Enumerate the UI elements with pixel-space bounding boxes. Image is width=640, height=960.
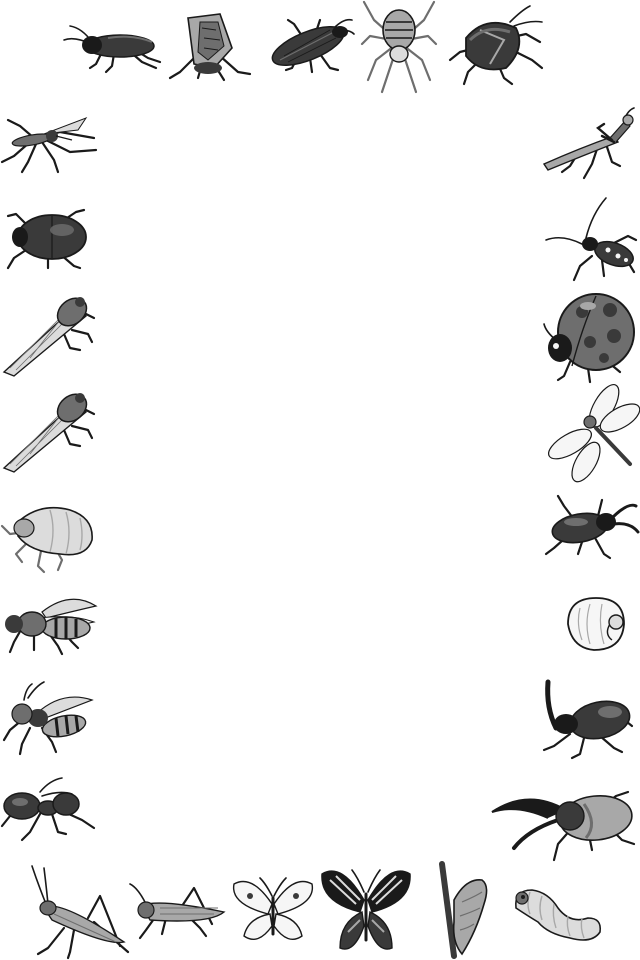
cicada-icon	[158, 8, 254, 86]
locust-icon	[126, 880, 226, 940]
scarab-beetle-icon	[4, 204, 92, 270]
honeybee-icon	[0, 588, 98, 656]
mosquito-icon	[0, 112, 98, 174]
ant-icon	[0, 776, 98, 842]
cabbage-butterfly-icon	[228, 874, 318, 948]
cricket-icon	[62, 18, 162, 74]
grub-larva-icon	[560, 594, 630, 654]
chrysalis-icon	[432, 861, 494, 959]
spider-icon	[358, 0, 440, 94]
longhorn-beetle-icon	[542, 194, 638, 284]
cicada-nymph-shell-icon	[0, 496, 98, 574]
hercules-beetle-icon	[488, 774, 638, 864]
praying-mantis-icon	[540, 106, 638, 182]
swallowtail-butterfly-icon	[316, 862, 416, 958]
dragonfly-icon	[542, 384, 640, 483]
grasshopper-icon	[28, 864, 132, 960]
stink-bug-icon	[446, 4, 546, 86]
ladybug-icon	[542, 288, 636, 384]
blank-writing-area	[110, 110, 530, 850]
stag-beetle-icon	[542, 492, 640, 562]
click-beetle-icon	[258, 10, 355, 76]
cicada-icon	[0, 384, 100, 478]
cicada-icon	[0, 290, 100, 380]
rhinoceros-beetle-icon	[540, 678, 638, 760]
caterpillar-icon	[508, 878, 604, 946]
hornet-icon	[0, 680, 96, 756]
